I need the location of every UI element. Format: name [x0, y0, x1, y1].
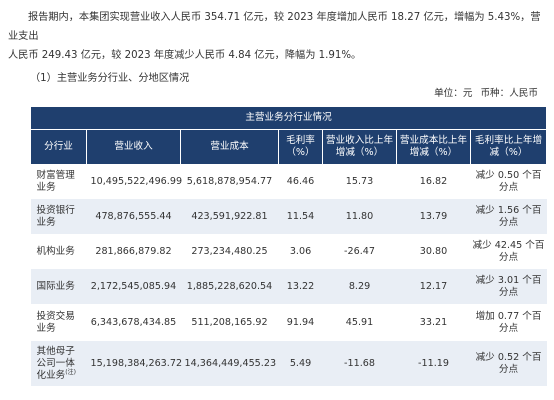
cell-margin-change: 减少 3.01 个百分点 — [470, 268, 547, 305]
table-row: 国际业务 2,172,545,085.94 1,885,228,620.54 1… — [30, 268, 547, 305]
cell-cost: 273,234,480.25 — [180, 234, 279, 269]
cell-margin: 46.46 — [278, 164, 323, 199]
table-caption: 主营业务分行业情况 — [29, 106, 548, 130]
cell-revenue: 2,172,545,085.94 — [86, 268, 181, 305]
header-segment: 分行业 — [30, 129, 87, 165]
cell-revenue-change: -26.47 — [322, 234, 397, 269]
cell-margin-change: 减少 42.45 个百分点 — [470, 234, 547, 269]
table-header-row: 分行业 营业收入 营业成本 毛利率（%） 营业收入比上年增减（%） 营业成本比上… — [30, 129, 548, 165]
cell-cost: 5,618,878,954.77 — [180, 164, 279, 199]
cell-revenue: 10,495,522,496.99 — [86, 164, 182, 199]
intro-line-2: 人民币 249.43 亿元，较 2023 年度减少人民币 4.84 亿元，降幅为… — [8, 50, 362, 61]
cell-revenue: 478,876,555.44 — [86, 198, 181, 235]
cell-cost-change: 16.82 — [396, 164, 471, 199]
cell-segment: 投资银行业务 — [30, 198, 87, 235]
cell-revenue: 6,343,678,434.85 — [86, 304, 181, 341]
cell-margin-change: 减少 1.56 个百分点 — [470, 198, 547, 235]
cell-cost-change: -11.19 — [396, 340, 471, 387]
cell-revenue-change: 8.29 — [322, 268, 397, 305]
cell-revenue-change: -11.68 — [322, 340, 397, 387]
cell-segment: 财富管理业务 — [30, 164, 87, 199]
table-row: 机构业务 281,866,879.82 273,234,480.25 3.06 … — [30, 234, 547, 269]
header-margin-change: 毛利率比上年增减（%） — [469, 129, 548, 165]
cell-cost: 1,885,228,620.54 — [180, 268, 279, 305]
table-row: 投资交易业务 6,343,678,434.85 511,208,165.92 9… — [30, 304, 547, 341]
intro-line-1: 报告期内，本集团实现营业收入人民币 354.71 亿元，较 2023 年度增加人… — [8, 12, 541, 42]
section-title: （1）主营业务分行业、分地区情况 — [30, 73, 190, 84]
unit-line: 单位：元 币种：人民币 — [434, 85, 538, 99]
cell-segment: 投资交易业务 — [30, 304, 87, 341]
cell-margin-change: 增加 0.77 个百分点 — [470, 304, 547, 341]
table-row: 投资银行业务 478,876,555.44 423,591,922.81 11.… — [30, 198, 547, 235]
cell-margin: 5.49 — [278, 340, 323, 387]
cell-cost: 423,591,922.81 — [180, 198, 279, 235]
table-row: 其他母子公司一体化业务(注) 15,198,384,263.72 14,364,… — [30, 340, 547, 387]
cell-cost-change: 33.21 — [396, 304, 471, 341]
cell-cost-change: 12.17 — [396, 268, 471, 305]
intro-paragraph: 报告期内，本集团实现营业收入人民币 354.71 亿元，较 2023 年度增加人… — [8, 8, 548, 65]
cell-revenue-change: 11.80 — [322, 198, 397, 235]
cell-segment: 其他母子公司一体化业务(注) — [30, 340, 87, 387]
header-cost: 营业成本 — [180, 129, 279, 165]
cell-margin: 91.94 — [278, 304, 323, 341]
table-row: 财富管理业务 10,495,522,496.99 5,618,878,954.7… — [30, 164, 547, 199]
table-caption-row: 主营业务分行业情况 — [29, 106, 548, 130]
segment-table: 主营业务分行业情况 分行业 营业收入 营业成本 毛利率（%） 营业收入比上年增减… — [29, 106, 548, 387]
cell-cost: 14,364,449,455.23 — [180, 340, 279, 387]
cell-cost-change: 30.80 — [396, 234, 471, 269]
header-revenue: 营业收入 — [86, 129, 181, 165]
cell-revenue: 281,866,879.82 — [86, 234, 181, 269]
cell-margin: 3.06 — [278, 234, 323, 269]
cell-segment: 国际业务 — [30, 268, 87, 305]
cell-margin: 11.54 — [278, 198, 323, 235]
cell-cost: 511,208,165.92 — [180, 304, 279, 341]
currency-label: 币种：人民币 — [480, 88, 538, 99]
cell-segment: 机构业务 — [30, 234, 87, 269]
unit-label: 单位：元 — [434, 88, 473, 99]
header-margin: 毛利率（%） — [278, 129, 323, 165]
header-cost-change: 营业成本比上年增减（%） — [396, 129, 471, 165]
cell-revenue-change: 45.91 — [322, 304, 397, 341]
cell-revenue-change: 15.73 — [322, 164, 397, 199]
cell-cost-change: 13.79 — [396, 198, 471, 235]
cell-margin-change: 减少 0.50 个百分点 — [470, 164, 547, 199]
header-revenue-change: 营业收入比上年增减（%） — [322, 129, 397, 165]
cell-margin-change: 减少 0.52 个百分点 — [470, 340, 547, 387]
segment-label: 其他母子公司一体化业务 — [36, 345, 75, 381]
cell-margin: 13.22 — [278, 268, 323, 305]
segment-note: (注) — [65, 368, 76, 376]
cell-revenue: 15,198,384,263.72 — [86, 340, 182, 387]
